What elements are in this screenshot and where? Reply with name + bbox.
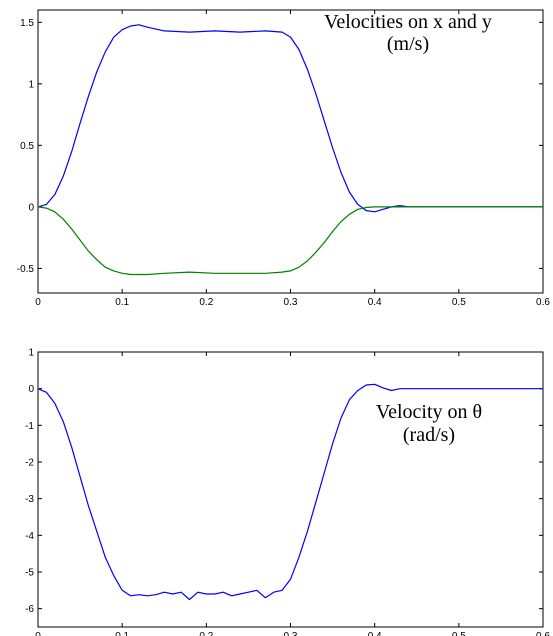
chart-annotation-line: (m/s) bbox=[387, 33, 429, 55]
x-tick-label: 0.2 bbox=[199, 631, 213, 636]
plot-area bbox=[37, 351, 544, 628]
y-tick-label: -5 bbox=[25, 568, 34, 579]
x-tick-label: 0 bbox=[35, 631, 41, 636]
y-tick-label: 1 bbox=[28, 348, 34, 359]
y-tick-label: 0 bbox=[28, 202, 34, 213]
y-tick-label: -3 bbox=[25, 494, 34, 505]
y-tick-label: 0.5 bbox=[20, 141, 34, 152]
x-tick-label: 0.4 bbox=[368, 297, 382, 308]
y-tick-label: 1.5 bbox=[20, 18, 34, 29]
series-line-0 bbox=[37, 383, 543, 601]
x-tick-label: 0.3 bbox=[284, 631, 298, 636]
x-tick-label: 0 bbox=[35, 297, 41, 308]
y-tick-label: -1 bbox=[25, 421, 34, 432]
chart-annotation-line: Velocities on x and y bbox=[324, 11, 492, 33]
chart-annotation-line: (rad/s) bbox=[403, 424, 455, 446]
x-tick-label: 0.5 bbox=[452, 631, 466, 636]
y-tick-label: -4 bbox=[25, 531, 34, 542]
x-tick-label: 0.1 bbox=[115, 297, 129, 308]
series-line-0 bbox=[37, 24, 543, 213]
y-tick-label: -6 bbox=[25, 604, 34, 615]
x-tick-label: 0.4 bbox=[368, 631, 382, 636]
y-tick-label: 0 bbox=[28, 384, 34, 395]
x-tick-label: 0.3 bbox=[284, 297, 298, 308]
velocity-theta-chart: 0 0.1 0.2 0.3 0.4 0.5 0.6 -6 -5 -4 -3 -2 -1 0 1 Velocit… bbox=[25, 348, 550, 636]
x-tick-label: 0.2 bbox=[199, 297, 213, 308]
plot-area bbox=[37, 9, 544, 294]
y-tick-label: 1 bbox=[28, 79, 34, 90]
x-tick-label: 0.5 bbox=[452, 297, 466, 308]
velocity-xy-chart: 0 0.1 0.2 0.3 0.4 0.5 0.6 -0.5 0 0.5 1 1.5 Velocitie… bbox=[17, 9, 550, 308]
y-tick-label: -2 bbox=[25, 458, 34, 469]
y-tick-label: -0.5 bbox=[17, 264, 35, 275]
x-tick-label: 0.6 bbox=[536, 297, 550, 308]
x-tick-label: 0.1 bbox=[115, 631, 129, 636]
x-tick-label: 0.6 bbox=[536, 631, 550, 636]
series-line-1 bbox=[37, 206, 543, 276]
chart-annotation-line: Velocity on θ bbox=[376, 401, 482, 423]
